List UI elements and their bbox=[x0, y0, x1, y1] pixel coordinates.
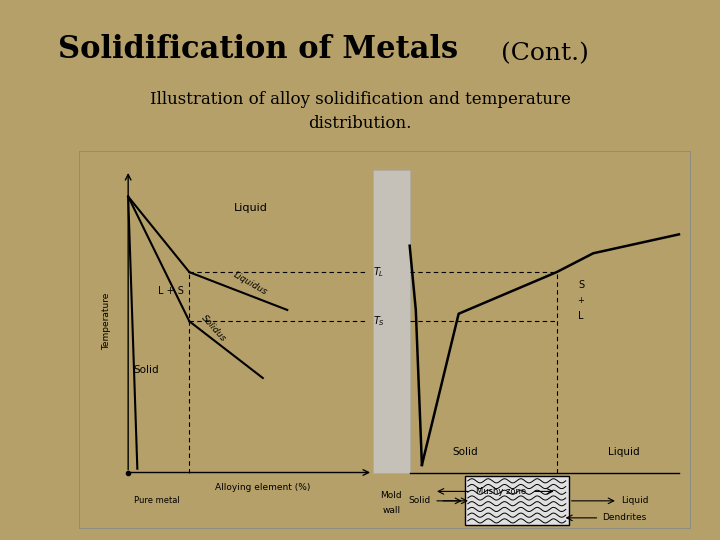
Text: Liquid: Liquid bbox=[608, 447, 639, 457]
Text: distribution.: distribution. bbox=[308, 116, 412, 132]
Text: L + S: L + S bbox=[158, 286, 184, 296]
Text: Liquid: Liquid bbox=[233, 203, 268, 213]
Text: Pure metal: Pure metal bbox=[134, 496, 180, 505]
Text: Temperature: Temperature bbox=[102, 293, 111, 350]
Text: Solid: Solid bbox=[134, 366, 159, 375]
Text: +: + bbox=[577, 296, 585, 305]
Bar bbox=[373, 170, 410, 472]
Text: Solidus: Solidus bbox=[199, 314, 228, 344]
Text: S: S bbox=[578, 280, 584, 291]
Text: Mold: Mold bbox=[380, 491, 402, 500]
Text: $T_L$: $T_L$ bbox=[373, 265, 384, 279]
Text: Liquidus: Liquidus bbox=[232, 270, 269, 297]
Text: Solid: Solid bbox=[409, 496, 431, 505]
Text: Alloying element (%): Alloying element (%) bbox=[215, 483, 310, 492]
Bar bbox=[465, 476, 569, 525]
Text: Dendrites: Dendrites bbox=[603, 514, 647, 522]
Text: L: L bbox=[578, 310, 584, 321]
Text: Illustration of alloy solidification and temperature: Illustration of alloy solidification and… bbox=[150, 91, 570, 108]
Text: $T_S$: $T_S$ bbox=[373, 314, 385, 328]
Text: Mushy zone: Mushy zone bbox=[477, 487, 526, 496]
Text: Liquid: Liquid bbox=[621, 496, 648, 505]
Text: wall: wall bbox=[382, 506, 400, 515]
Text: (Cont.): (Cont.) bbox=[493, 42, 589, 65]
Text: Solidification of Metals: Solidification of Metals bbox=[58, 34, 458, 65]
Text: Solid: Solid bbox=[452, 447, 477, 457]
